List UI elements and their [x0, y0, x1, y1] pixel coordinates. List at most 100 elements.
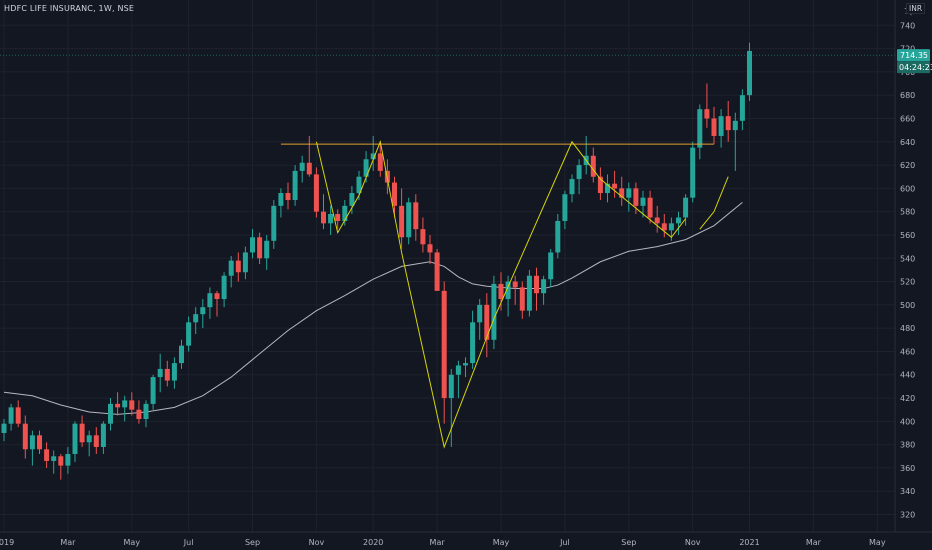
candle — [512, 275, 518, 305]
candle — [221, 272, 227, 308]
candle-body — [136, 409, 142, 420]
candle-body — [143, 403, 149, 420]
candle-body — [150, 377, 156, 404]
price-tick-label: 480 — [900, 324, 915, 333]
candle — [697, 104, 703, 160]
candle — [377, 141, 383, 177]
time-tick-label: May — [493, 538, 510, 547]
candle — [29, 430, 35, 466]
candle-body — [399, 205, 405, 238]
candle-body — [122, 400, 128, 408]
time-tick-label: 2021 — [739, 538, 759, 547]
candle-body — [519, 287, 525, 311]
candle — [562, 190, 568, 230]
candle — [108, 398, 113, 431]
candle-body — [257, 237, 263, 259]
candle — [413, 194, 419, 241]
candle-body — [392, 182, 397, 206]
time-tick-label: Sep — [245, 538, 260, 547]
candle — [470, 310, 476, 369]
candle-body — [179, 345, 184, 364]
candle — [534, 267, 539, 311]
candle-body — [221, 275, 227, 300]
candle — [619, 176, 625, 206]
candle — [8, 403, 14, 431]
candle-body — [576, 165, 582, 180]
time-tick-label: May — [124, 538, 141, 547]
candle — [257, 232, 263, 265]
candle-body — [250, 237, 255, 253]
time-tick-label: Sep — [621, 538, 636, 547]
candles — [1, 42, 752, 480]
candle — [79, 415, 85, 447]
candle — [370, 135, 376, 171]
price-tags: 714.35 04:24:23 — [897, 49, 932, 74]
candle-body — [271, 205, 277, 241]
candle-body — [555, 220, 561, 253]
candle — [143, 400, 149, 428]
time-axis[interactable]: 2019 Mar May Jul Sep Nov 2020 Mar May Jul Sep Nov 20… — [0, 531, 932, 550]
candle — [725, 101, 731, 142]
candle-body — [235, 260, 241, 273]
candle — [22, 415, 28, 459]
price-tick-label: 560 — [900, 231, 915, 240]
candle — [65, 446, 71, 474]
candle — [271, 200, 277, 249]
candle — [661, 214, 667, 238]
price-tick-label: 420 — [900, 394, 915, 403]
candle — [484, 293, 490, 358]
candle — [193, 307, 199, 334]
candle — [115, 392, 121, 416]
candle — [72, 421, 78, 463]
candle-body — [548, 252, 554, 280]
time-tick-label: Mar — [430, 538, 446, 547]
time-tick-label: 2020 — [363, 538, 383, 547]
price-tick-label: 360 — [900, 464, 915, 473]
candle-body — [732, 120, 738, 131]
currency-label[interactable]: INR — [906, 3, 926, 14]
candle — [683, 194, 689, 226]
price-axis[interactable]: 320 340 360 380 400 420 440 460 480 500 520 540 560 5… — [894, 0, 932, 550]
price-tick-label: 620 — [900, 161, 915, 170]
candle-body — [51, 456, 57, 461]
candle-body — [725, 116, 731, 131]
candle — [448, 368, 454, 447]
candle-body — [299, 162, 305, 171]
candle — [555, 214, 561, 259]
candle-body — [597, 176, 603, 194]
candle — [739, 89, 745, 131]
candle-body — [370, 153, 376, 160]
candle-body — [739, 95, 745, 121]
candle — [285, 182, 291, 210]
candle-body — [164, 368, 170, 381]
candle-body — [619, 188, 625, 198]
candle-body — [534, 275, 539, 294]
candle-body — [200, 307, 206, 315]
price-tick-label: 740 — [900, 21, 915, 30]
price-tick-label: 320 — [900, 511, 915, 520]
candle-body — [420, 229, 426, 245]
candle-body — [626, 188, 632, 198]
candle-body — [377, 153, 383, 171]
candle-body — [285, 193, 291, 201]
candle-body — [1, 423, 7, 433]
price-tick-label: 660 — [900, 114, 915, 123]
candle — [747, 42, 752, 102]
time-tick-label: 2019 — [0, 538, 14, 547]
candle-body — [129, 400, 135, 410]
candle — [122, 395, 128, 422]
candle — [569, 174, 575, 203]
candle — [647, 190, 653, 224]
price-tick-label: 580 — [900, 208, 915, 217]
candle-body — [640, 197, 646, 206]
candle — [179, 339, 184, 369]
candle-body — [108, 403, 113, 424]
candle — [214, 290, 220, 317]
candle-body — [79, 423, 85, 443]
candle — [136, 400, 142, 424]
price-tick-label: 520 — [900, 278, 915, 287]
candle — [732, 112, 738, 171]
candle-body — [86, 435, 92, 443]
candle-body — [115, 403, 121, 408]
